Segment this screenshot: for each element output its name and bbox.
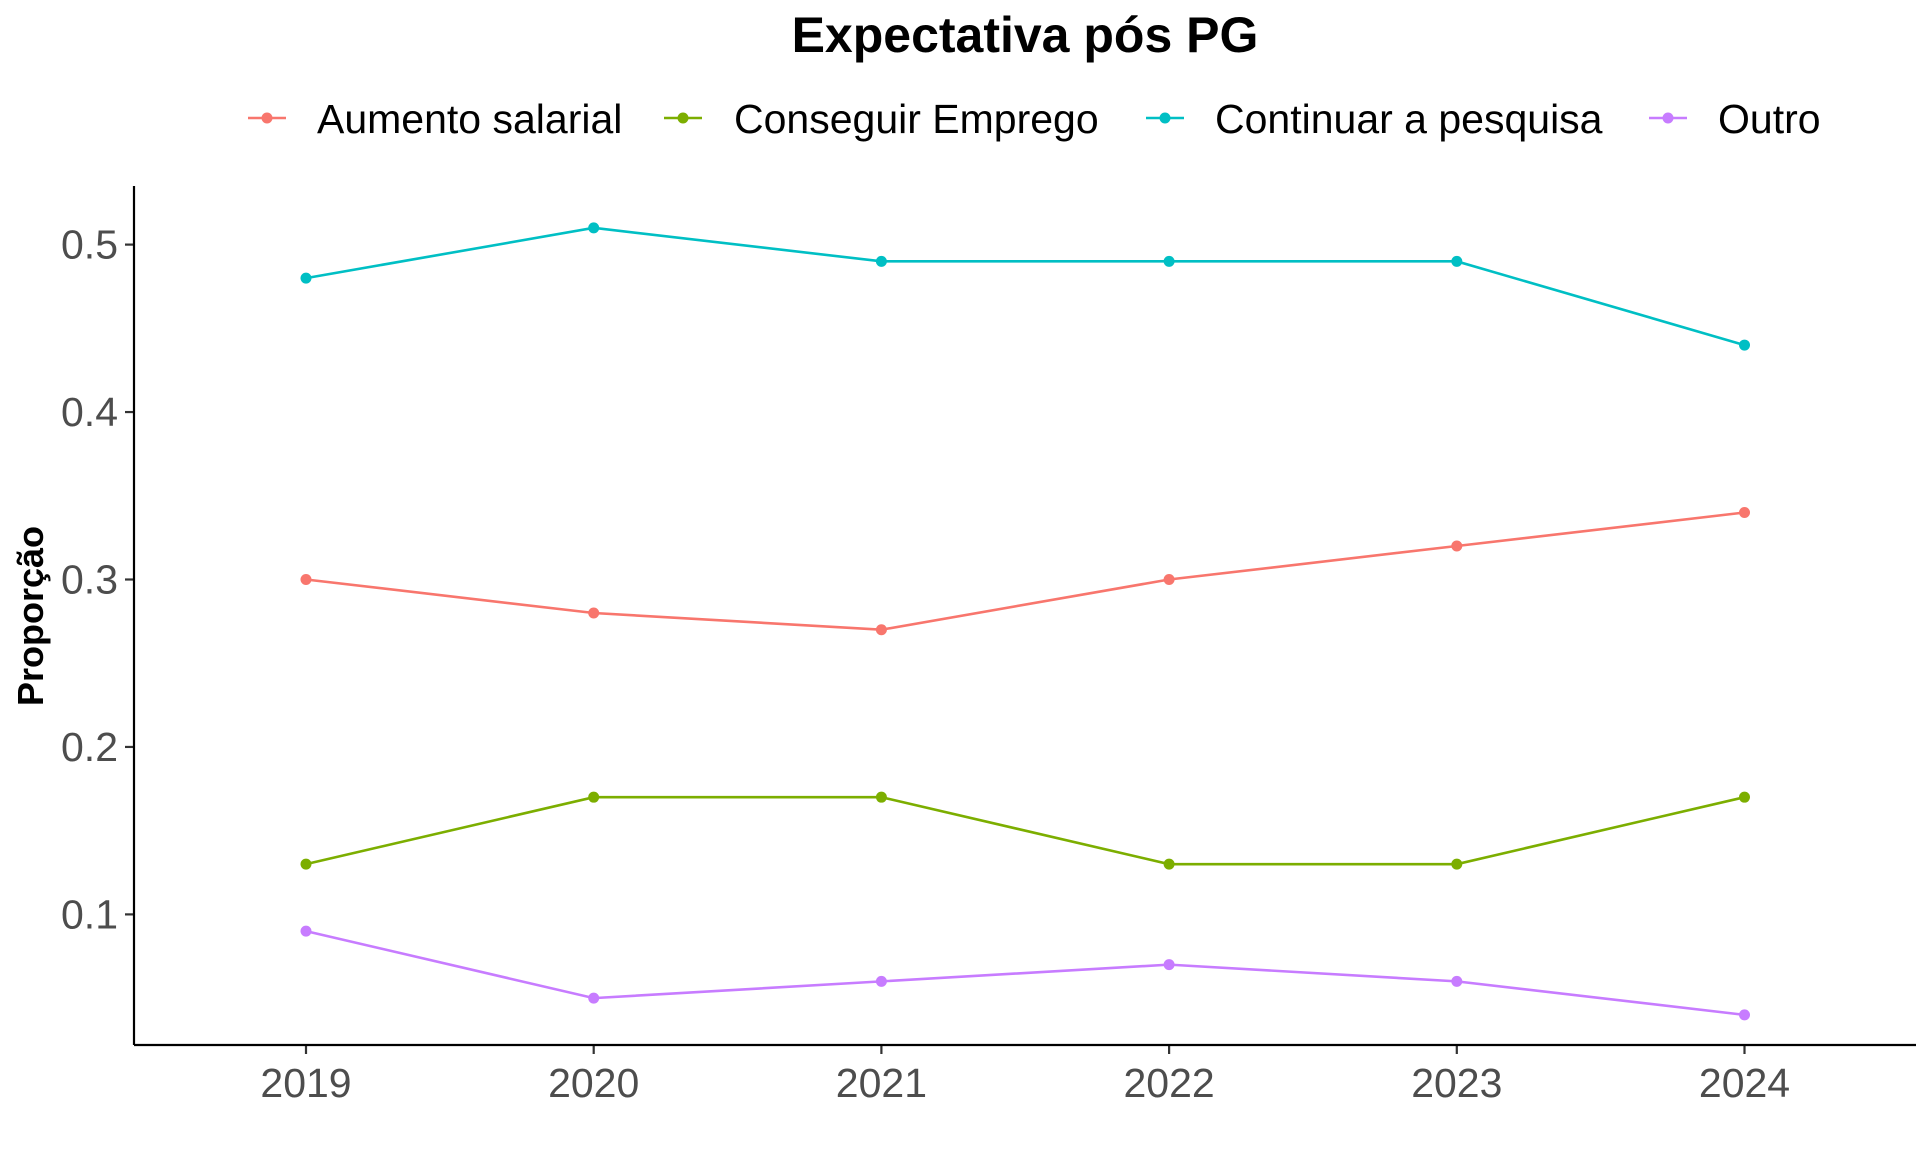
legend-item: Aumento salarial bbox=[248, 96, 622, 142]
data-point bbox=[1739, 507, 1750, 519]
y-axis-ticks: 0.1 0.2 0.3 0.4 0.5 bbox=[61, 222, 134, 937]
series-line bbox=[305, 795, 1745, 866]
legend-key-point bbox=[1662, 112, 1674, 124]
legend-item: Outro bbox=[1649, 96, 1821, 142]
data-point bbox=[1451, 540, 1463, 552]
x-tick-label: 2021 bbox=[836, 1060, 927, 1106]
series-conseguir-emprego bbox=[300, 791, 1750, 870]
data-point bbox=[1451, 975, 1463, 987]
legend-key-point bbox=[1159, 112, 1171, 124]
legend-item: Continuar a pesquisa bbox=[1146, 96, 1603, 142]
data-point bbox=[1163, 858, 1175, 870]
data-point bbox=[1739, 1009, 1750, 1021]
x-tick-label: 2019 bbox=[260, 1060, 351, 1106]
y-tick-label: 0.1 bbox=[61, 891, 118, 937]
data-point bbox=[1163, 255, 1175, 267]
x-tick-label: 2024 bbox=[1699, 1060, 1790, 1106]
legend-label: Conseguir Emprego bbox=[734, 96, 1099, 142]
data-point bbox=[1163, 959, 1175, 971]
legend: Aumento salarial Conseguir Emprego Continu… bbox=[248, 96, 1821, 142]
data-point bbox=[1451, 255, 1463, 267]
data-point bbox=[875, 791, 887, 803]
data-point bbox=[300, 573, 312, 585]
data-point bbox=[875, 624, 887, 636]
y-tick-label: 0.2 bbox=[61, 724, 118, 770]
data-point bbox=[588, 222, 600, 234]
data-point bbox=[300, 858, 312, 870]
series-line bbox=[305, 226, 1745, 347]
y-tick-label: 0.4 bbox=[61, 389, 118, 435]
x-tick-label: 2022 bbox=[1123, 1060, 1214, 1106]
legend-key-point bbox=[261, 112, 273, 124]
x-tick-label: 2020 bbox=[548, 1060, 639, 1106]
data-point bbox=[1451, 858, 1463, 870]
x-axis-ticks: 2019 2020 2021 2022 2023 2024 bbox=[260, 1045, 1790, 1106]
series-aumento-salarial bbox=[300, 507, 1750, 636]
data-point bbox=[1163, 573, 1175, 585]
legend-key-point bbox=[677, 112, 689, 124]
x-tick-label: 2023 bbox=[1411, 1060, 1502, 1106]
legend-label: Continuar a pesquisa bbox=[1215, 96, 1603, 142]
data-point bbox=[588, 992, 600, 1004]
data-point bbox=[300, 272, 312, 284]
y-tick-label: 0.5 bbox=[61, 222, 118, 268]
y-tick-label: 0.3 bbox=[61, 556, 118, 602]
series-continuar-a-pesquisa bbox=[300, 222, 1750, 351]
y-axis-title: Proporção bbox=[10, 526, 51, 706]
data-point bbox=[1739, 791, 1750, 803]
series-line bbox=[305, 511, 1745, 632]
chart-title: Expectativa pós PG bbox=[792, 7, 1259, 63]
series-line bbox=[305, 929, 1745, 1017]
series-group bbox=[300, 222, 1750, 1021]
legend-label: Outro bbox=[1718, 96, 1821, 142]
data-point bbox=[875, 255, 887, 267]
data-point bbox=[875, 975, 887, 987]
data-point bbox=[588, 607, 600, 619]
series-outro bbox=[300, 925, 1750, 1021]
legend-label: Aumento salarial bbox=[317, 96, 622, 142]
legend-item: Conseguir Emprego bbox=[664, 96, 1099, 142]
data-point bbox=[588, 791, 600, 803]
data-point bbox=[300, 925, 312, 937]
data-point bbox=[1739, 339, 1750, 351]
